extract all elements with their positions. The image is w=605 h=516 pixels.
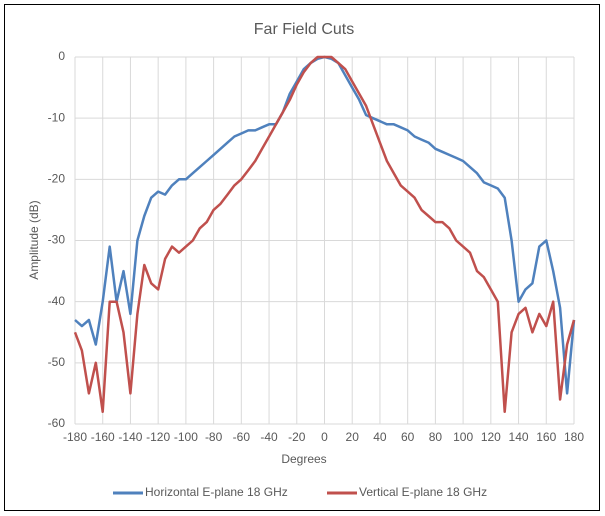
x-tick-label: 180	[564, 430, 584, 444]
legend-label: Horizontal E-plane 18 GHz	[145, 485, 288, 499]
y-tick-label: -20	[48, 172, 66, 186]
data-line	[73, 55, 576, 414]
x-tick-label: -80	[205, 430, 223, 444]
y-tick-label: -30	[48, 233, 66, 247]
legend-label: Vertical E-plane 18 GHz	[359, 485, 487, 499]
x-tick-label: 100	[453, 430, 473, 444]
chart-title: Far Field Cuts	[254, 21, 354, 38]
y-axis-label: Amplitude (dB)	[27, 200, 41, 279]
x-tick-label: 40	[373, 430, 387, 444]
x-tick-label: 120	[481, 430, 501, 444]
y-tick-label: -10	[48, 110, 66, 124]
x-tick-label: -120	[146, 430, 170, 444]
x-tick-label: 140	[509, 430, 529, 444]
x-tick-label: -40	[260, 430, 278, 444]
x-tick-label: -160	[91, 430, 115, 444]
x-tick-label: -100	[174, 430, 198, 444]
x-tick-label: -180	[63, 430, 87, 444]
x-axis-label: Degrees	[281, 452, 326, 466]
x-tick-label: 60	[401, 430, 415, 444]
y-tick-label: -50	[48, 355, 66, 369]
x-tick-label: -140	[118, 430, 142, 444]
y-tick-label: -40	[48, 294, 66, 308]
x-tick-label: -20	[288, 430, 306, 444]
y-tick-label: 0	[58, 49, 65, 63]
chart-frame	[4, 4, 600, 511]
x-tick-label: 80	[429, 430, 443, 444]
x-tick-label: 160	[536, 430, 556, 444]
x-tick-label: 20	[346, 430, 360, 444]
x-tick-label: 0	[321, 430, 328, 444]
y-tick-label: -60	[48, 416, 66, 430]
x-tick-label: -60	[233, 430, 251, 444]
